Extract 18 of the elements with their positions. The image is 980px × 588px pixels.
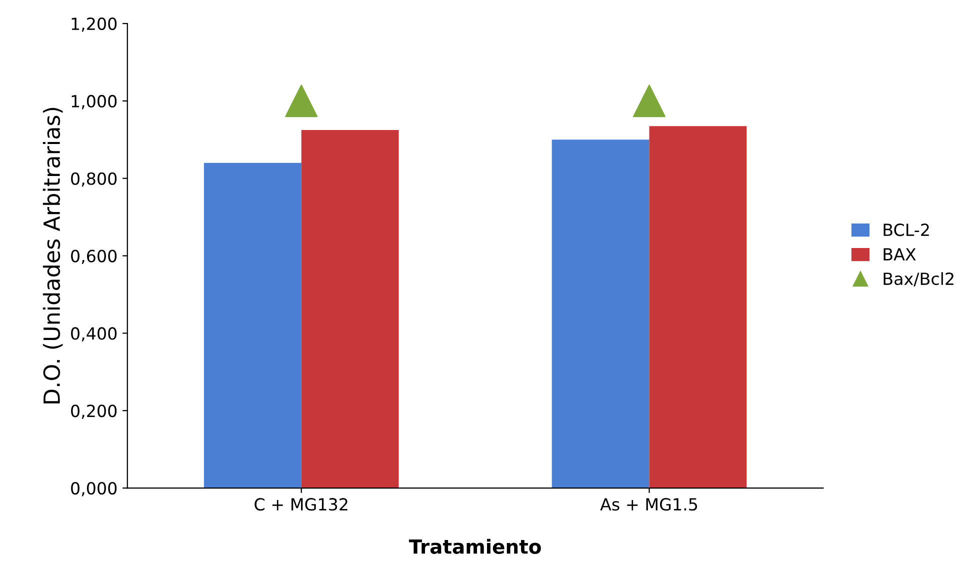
bar xyxy=(204,162,302,488)
legend-label: BCL-2 xyxy=(884,224,929,236)
y-tick-label: 0,000 xyxy=(71,482,117,496)
y-tick-label: 0,400 xyxy=(71,327,117,342)
y-tick-label: 0,200 xyxy=(71,404,117,419)
y-tick-label: 0,600 xyxy=(71,250,117,264)
bar xyxy=(552,140,650,488)
x-tick-label: C + MG132 xyxy=(254,498,348,511)
legend-label: Bax/Bcl2 xyxy=(884,272,954,286)
y-tick-label: 0,800 xyxy=(71,172,117,187)
bar xyxy=(649,126,747,488)
y-tick-label: 1,000 xyxy=(72,94,117,110)
y-tick-label: 1,200 xyxy=(72,17,117,32)
bar xyxy=(301,130,399,488)
y-axis-title: D.O. (Unidades Arbitrarias) xyxy=(42,108,63,404)
legend-label: BAX xyxy=(884,248,916,260)
x-tick-label: As + MG1.5 xyxy=(600,498,698,511)
x-axis-title: Tratamiento xyxy=(408,538,541,554)
